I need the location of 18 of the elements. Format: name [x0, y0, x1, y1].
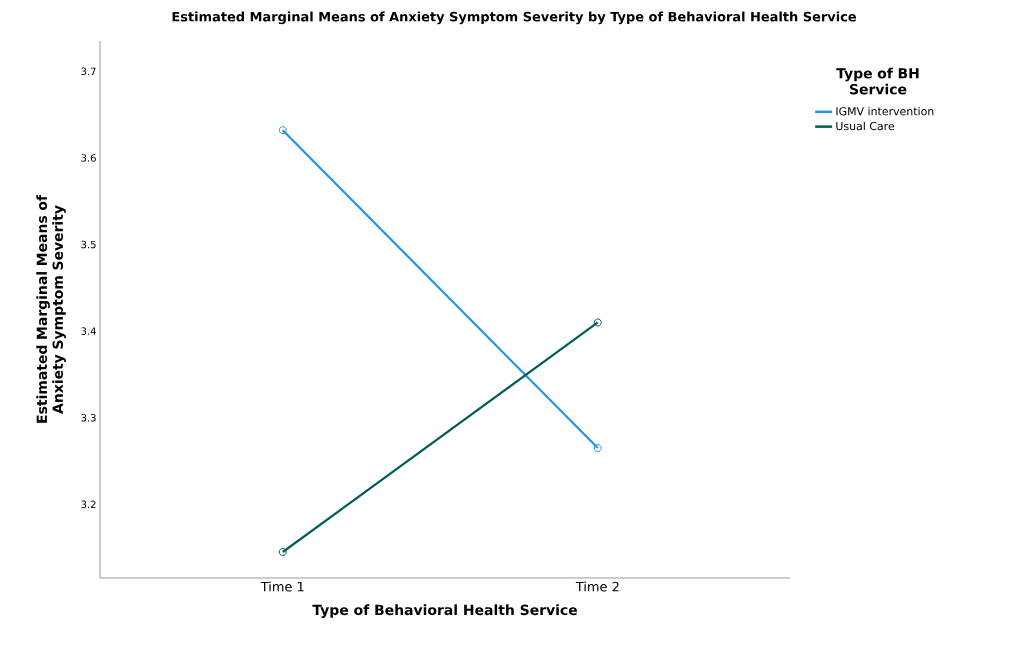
x-axis-title: Type of Behavioral Health Service [312, 604, 577, 618]
legend-label: Usual Care [836, 121, 895, 131]
chart-title: Estimated Marginal Means of Anxiety Symptom Severity by Type of Behavioral Health Service [172, 11, 856, 25]
x-tick-label: Time 1 [260, 581, 304, 592]
y-tick-label: 3.3 [81, 413, 96, 422]
point [593, 444, 602, 453]
y-tick-label: 3.7 [81, 67, 96, 76]
legend-title: Type of BH Service [836, 67, 919, 95]
point [278, 126, 287, 135]
x-tick-label: Time 2 [575, 581, 619, 592]
point [593, 318, 602, 327]
point [278, 548, 287, 556]
y-tick-label: 3.2 [81, 500, 96, 509]
y-tick-label: 3.6 [81, 154, 96, 162]
y-tick-label: 3.5 [81, 240, 96, 249]
y-tick-label: 3.4 [81, 327, 96, 335]
legend-label: IGMV intervention [836, 106, 934, 116]
y-axis-title: Estimated Marginal Means of Anxiety Symptom Severity [36, 194, 66, 423]
